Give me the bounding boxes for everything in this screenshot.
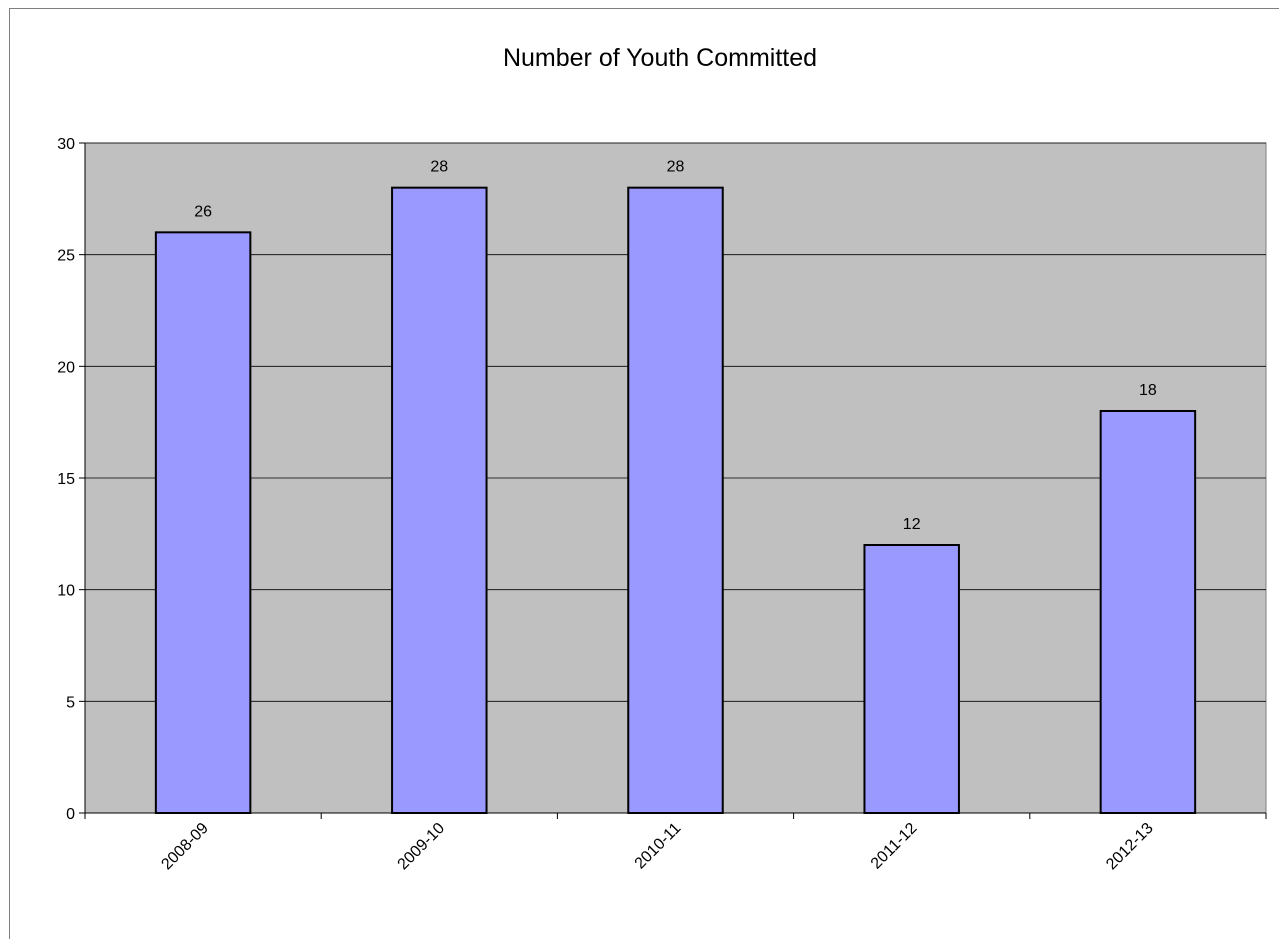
y-tick-label: 30	[57, 136, 75, 153]
bar-2009-10	[391, 186, 488, 814]
y-tick-label: 5	[66, 694, 75, 711]
data-label: 28	[667, 159, 685, 176]
data-label: 28	[430, 159, 448, 176]
y-axis-ticks: 0 5 10 15 20 25 30	[57, 136, 85, 823]
x-axis-ticks: 2008-09 2009-10 2010-11 2011-12 2012-13	[84, 813, 1267, 874]
y-tick-label: 10	[57, 583, 75, 600]
data-label: 26	[194, 203, 212, 220]
x-tick-label: 2012-13	[1103, 820, 1157, 874]
bar-2010-11	[627, 186, 724, 814]
data-labels: 26 28 28 12 18	[194, 159, 1157, 533]
y-tick-label: 25	[57, 248, 75, 265]
x-tick-label: 2009-10	[395, 820, 449, 874]
y-tick-label: 15	[57, 471, 75, 488]
data-label: 18	[1139, 382, 1157, 399]
bars	[154, 186, 1197, 815]
x-tick-label: 2008-09	[158, 820, 212, 874]
y-tick-label: 20	[57, 359, 75, 376]
bar-2012-13	[1099, 410, 1197, 814]
y-tick-label: 0	[66, 806, 75, 823]
x-tick-label: 2010-11	[632, 820, 685, 873]
data-label: 12	[903, 516, 921, 533]
chart-title: Number of Youth Committed	[503, 44, 817, 72]
x-tick-label: 2011-12	[868, 820, 921, 873]
bar-2011-12	[863, 544, 960, 814]
bar-2008-09	[154, 231, 252, 815]
